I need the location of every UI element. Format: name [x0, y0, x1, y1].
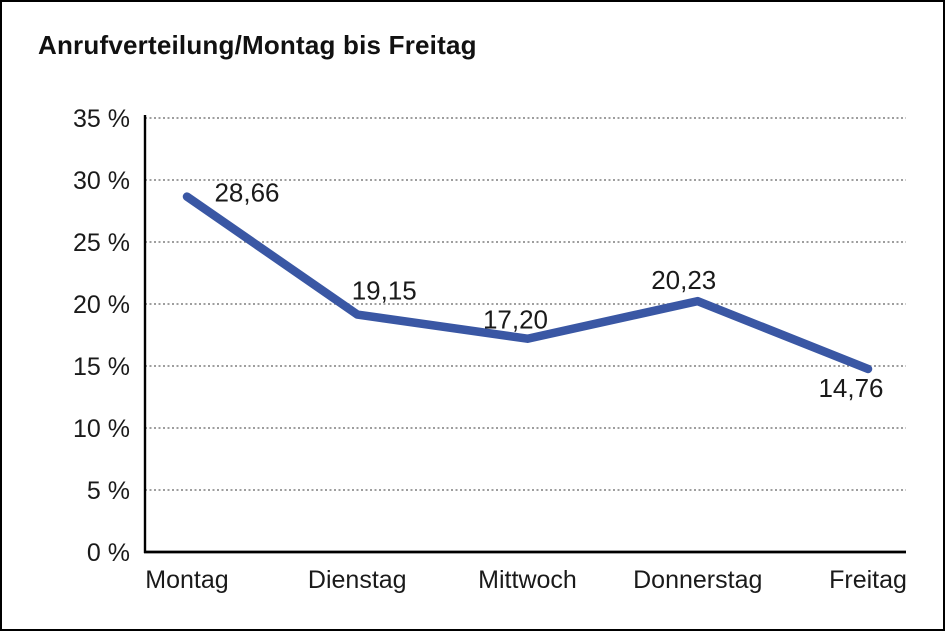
y-axis-tick-label: 20 % — [73, 291, 130, 319]
y-axis-tick-label: 15 % — [73, 353, 130, 381]
y-axis-tick-label: 30 % — [73, 167, 130, 195]
data-point-label: 20,23 — [651, 265, 716, 295]
x-axis-category-label: Donnerstag — [633, 566, 762, 594]
series-line — [182, 192, 873, 374]
x-axis-category-label: Montag — [145, 566, 228, 594]
y-axis-tick-label: 35 % — [73, 105, 130, 133]
y-axis-tick-label: 25 % — [73, 229, 130, 257]
data-point-label: 19,15 — [352, 276, 417, 306]
y-axis-tick-label: 10 % — [73, 415, 130, 443]
data-point-label: 17,20 — [483, 305, 548, 335]
x-axis-category-label: Freitag — [829, 566, 907, 594]
chart-title: Anrufverteilung/Montag bis Freitag — [38, 30, 477, 60]
data-point-label: 28,66 — [214, 178, 279, 208]
x-axis-category-label: Mittwoch — [478, 566, 577, 594]
x-axis-category-label: Dienstag — [308, 566, 407, 594]
data-point-label: 14,76 — [818, 373, 883, 403]
y-axis-tick-label: 5 % — [87, 477, 130, 505]
y-axis-tick-label: 0 % — [87, 539, 130, 567]
